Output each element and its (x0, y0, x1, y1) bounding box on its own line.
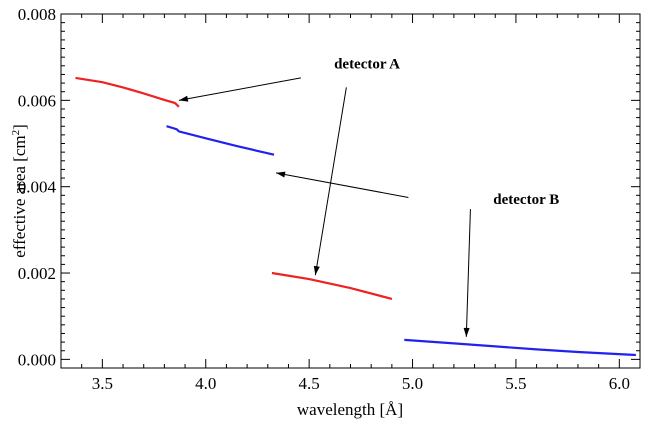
x-tick-label: 3.5 (92, 374, 113, 393)
y-axis-label-superscript: 2 (10, 130, 22, 136)
series-1-segment-1 (404, 338, 636, 357)
series (75, 76, 636, 357)
y-axis-label-main: effective area [cm (10, 135, 29, 257)
y-tick-label: 0.002 (18, 264, 56, 283)
x-tick-label: 6.0 (609, 374, 630, 393)
annotation-arrow-line (314, 87, 347, 276)
annotation-label: detector A (334, 56, 400, 72)
annotation-arrow-line (275, 172, 409, 198)
y-tick-label: 0.004 (18, 178, 57, 197)
x-tick-label: 4.5 (299, 374, 320, 393)
annotations: detector A detector B (178, 56, 559, 337)
y-axis-label-close: ] (10, 124, 29, 130)
y-tick-label: 0.000 (18, 350, 56, 369)
ticks: 3.5 4.0 4.5 5.0 5.5 6.0 0.000 0.002 0.004 0.006 0.… (18, 5, 641, 393)
annotation-arrow-head (178, 95, 189, 102)
annotation-arrow-head (313, 265, 320, 276)
annotation-arrow-line (178, 77, 301, 101)
x-tick-label: 5.5 (505, 374, 526, 393)
annotation-label: detector B (493, 192, 559, 208)
x-tick-label: 5.0 (402, 374, 423, 393)
y-tick-label: 0.006 (18, 91, 56, 110)
y-axis-label: effective area [cm2] (10, 124, 29, 258)
annotation-arrow-head (276, 171, 286, 178)
annotation-arrow-line (465, 209, 471, 337)
y-tick-label: 0.008 (18, 5, 56, 24)
x-tick-label: 4.0 (195, 374, 216, 393)
series-0-segment-1 (271, 271, 393, 300)
annotation-arrow-head (463, 327, 470, 337)
series-1-segment-0 (166, 125, 275, 156)
x-axis-label: wavelength [Å] (297, 400, 403, 419)
series-0-segment-0 (75, 76, 180, 108)
